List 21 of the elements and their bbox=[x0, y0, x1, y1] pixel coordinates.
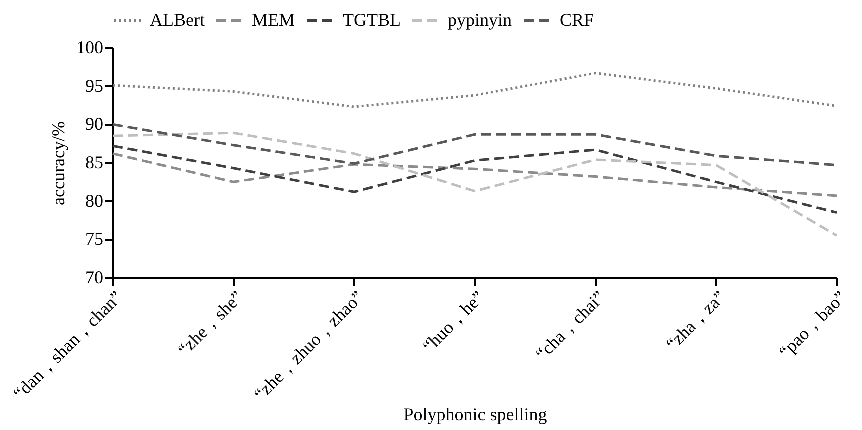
x-tick-label: “pao，bao” bbox=[775, 287, 850, 362]
y-tick-label: 85 bbox=[86, 152, 104, 172]
y-tick-label: 100 bbox=[76, 38, 104, 58]
y-tick-label: 75 bbox=[86, 229, 104, 250]
legend-label: pypinyin bbox=[448, 10, 512, 30]
legend-label: CRF bbox=[560, 10, 594, 30]
legend-label: TGTBL bbox=[343, 10, 401, 30]
x-tick-label: “huo，he” bbox=[418, 287, 488, 356]
line-series bbox=[112, 132, 838, 238]
line-series bbox=[112, 152, 838, 198]
x-axis-title: Polyphonic spelling bbox=[404, 404, 548, 424]
y-tick-label: 90 bbox=[86, 114, 104, 134]
x-tick-label: “zhe，she” bbox=[174, 287, 247, 360]
x-tick-label: “zha，za” bbox=[662, 287, 730, 354]
legend-label: ALBert bbox=[150, 10, 205, 30]
y-axis-title: accuracy/% bbox=[48, 122, 68, 206]
y-tick-label: 95 bbox=[86, 76, 104, 96]
legend-label: MEM bbox=[252, 10, 296, 30]
y-tick-label: 80 bbox=[86, 190, 104, 211]
y-tick-label: 70 bbox=[86, 268, 104, 288]
line-series bbox=[112, 144, 838, 214]
